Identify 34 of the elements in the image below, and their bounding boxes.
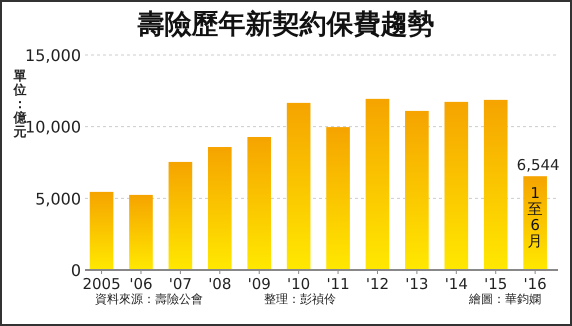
bar (90, 192, 114, 270)
bar (444, 102, 468, 270)
y-tick-label: 5,000 (35, 189, 81, 208)
bar (405, 110, 429, 270)
y-tick-label: 15,000 (25, 46, 81, 65)
bar (208, 147, 232, 270)
x-tick-label: '13 (405, 275, 428, 293)
x-tick-label: '16 (524, 275, 547, 293)
y-axis-title: 單位：億元 (12, 69, 28, 140)
data-label: 6,544 (516, 156, 560, 174)
x-tick-label: '06 (129, 275, 153, 293)
y-tick-label: 10,000 (25, 118, 81, 137)
x-tick-label: '07 (168, 275, 192, 293)
x-tick-label: '10 (287, 275, 310, 293)
y-tick-label: 0 (70, 261, 81, 280)
x-tick-label: '14 (444, 275, 468, 293)
bar (286, 102, 310, 270)
x-tick-label: '11 (326, 275, 350, 293)
x-tick-label: '09 (248, 275, 271, 293)
bar (129, 194, 153, 270)
x-tick-label: '15 (484, 275, 508, 293)
source-note: 資料來源：壽險公會 (95, 292, 203, 306)
text: 整理：彭禎伶 (264, 292, 336, 306)
chart-title: 壽險歷年新契約保費趨勢 (136, 9, 434, 40)
bar (484, 100, 508, 270)
bar (168, 162, 192, 270)
annotation: 1至6月 (528, 184, 543, 250)
x-tick-label: '12 (366, 275, 390, 293)
x-tick-label: 2005 (82, 275, 121, 293)
bar (326, 127, 350, 270)
x-tick-label: '08 (208, 275, 232, 293)
bar (247, 136, 272, 270)
text: 繪圖：華鈞嫻 (468, 292, 541, 306)
bar (366, 98, 390, 270)
